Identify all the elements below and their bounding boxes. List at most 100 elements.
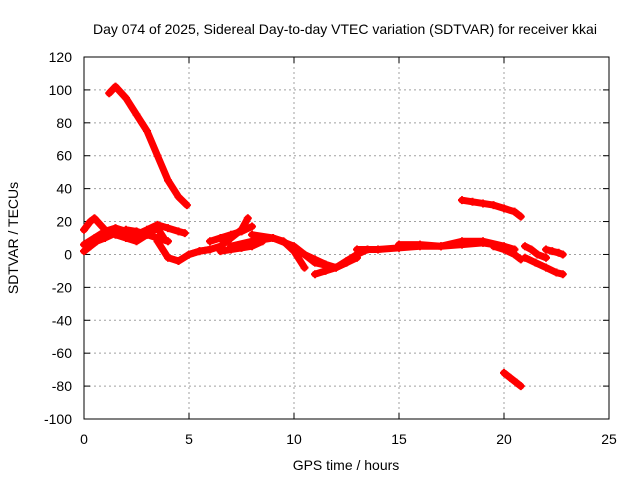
series-arc4 [80, 225, 172, 256]
y-tick-label: 40 [56, 181, 72, 197]
chart-title: Day 074 of 2025, Sidereal Day-to-day VTE… [93, 21, 597, 37]
y-tick-label: 20 [56, 214, 72, 230]
data-point [227, 230, 235, 239]
y-tick-label: -80 [52, 378, 72, 394]
data-point [132, 110, 141, 119]
data-point [122, 225, 130, 234]
data-point [542, 253, 550, 262]
data-point [216, 234, 225, 242]
data-point [92, 237, 101, 246]
data-point [332, 263, 340, 272]
data-point [516, 382, 525, 391]
plot-frame [83, 56, 610, 420]
data-point [512, 378, 521, 387]
data-point [86, 217, 95, 226]
data-point [533, 250, 542, 259]
data-point [290, 245, 298, 254]
series-line [80, 214, 168, 245]
data-point [542, 263, 550, 272]
x-axis-ticks: 0 5 10 15 20 25 [80, 57, 617, 447]
data-point [174, 227, 183, 236]
data-point [395, 240, 403, 249]
series-arc15 [458, 196, 525, 221]
series-arc19 [521, 253, 567, 279]
data-point [174, 192, 183, 201]
data-point [489, 242, 498, 251]
x-axis-label: GPS time / hours [293, 457, 400, 473]
data-point [500, 245, 508, 254]
data-point [132, 227, 141, 236]
y-tick-label: 0 [64, 246, 72, 262]
series-line [521, 242, 550, 262]
data-point [311, 270, 319, 279]
data-point [353, 245, 361, 254]
series-line [500, 369, 525, 390]
data-point [342, 257, 351, 266]
data-point [269, 234, 277, 242]
x-tick-label: 5 [185, 431, 193, 447]
data-point [164, 237, 172, 246]
data-point [300, 263, 309, 272]
data-point [105, 89, 114, 98]
data-point [458, 196, 466, 205]
data-point [122, 94, 130, 103]
data-point [558, 250, 567, 259]
x-tick-label: 25 [601, 431, 617, 447]
data-point [321, 266, 330, 275]
y-tick-label: -60 [52, 345, 72, 361]
y-tick-label: -100 [44, 411, 72, 427]
data-point [86, 242, 95, 251]
x-tick-label: 15 [391, 431, 407, 447]
data-point [558, 270, 567, 279]
data-point [182, 201, 191, 210]
y-axis-ticks: -100 -80 -60 -40 -20 0 20 40 60 80 100 120 [44, 49, 609, 427]
series-arc12 [311, 250, 361, 279]
y-tick-label: 100 [49, 82, 73, 98]
data-point [479, 199, 487, 208]
data-point [279, 237, 288, 246]
data-point [206, 237, 214, 246]
data-point [216, 247, 225, 256]
data-point [552, 268, 561, 277]
series-arc1 [105, 82, 191, 210]
data-point [542, 245, 550, 254]
data-point [164, 176, 172, 185]
data-point [237, 227, 246, 236]
data-point [111, 82, 120, 91]
data-point [458, 237, 466, 246]
data-point [468, 197, 477, 206]
data-point [90, 214, 99, 223]
data-point [164, 253, 172, 262]
data-point [206, 245, 214, 254]
data-point [153, 237, 162, 246]
data-point [227, 242, 235, 251]
data-point [554, 248, 563, 257]
data-series [80, 82, 567, 391]
data-point [101, 234, 109, 242]
data-point [111, 229, 120, 238]
data-point [143, 230, 151, 239]
data-point [80, 247, 88, 256]
data-point [521, 242, 529, 251]
data-point [500, 204, 508, 213]
data-point [510, 250, 519, 259]
data-point [248, 222, 256, 231]
data-point [164, 224, 172, 233]
grid-lines [84, 57, 609, 419]
y-axis-label: SDTVAR / TECUs [5, 182, 21, 294]
data-point [174, 257, 183, 266]
data-point [185, 250, 193, 259]
data-point [479, 237, 487, 246]
data-point [521, 253, 529, 262]
series-arc17 [500, 368, 525, 391]
data-point [416, 240, 424, 249]
y-tick-label: 80 [56, 115, 72, 131]
data-point [506, 373, 515, 382]
data-point [437, 242, 445, 251]
series-arc20 [542, 245, 567, 259]
data-point [143, 127, 151, 136]
data-point [531, 258, 540, 267]
data-point [153, 151, 162, 160]
x-tick-label: 20 [496, 431, 512, 447]
